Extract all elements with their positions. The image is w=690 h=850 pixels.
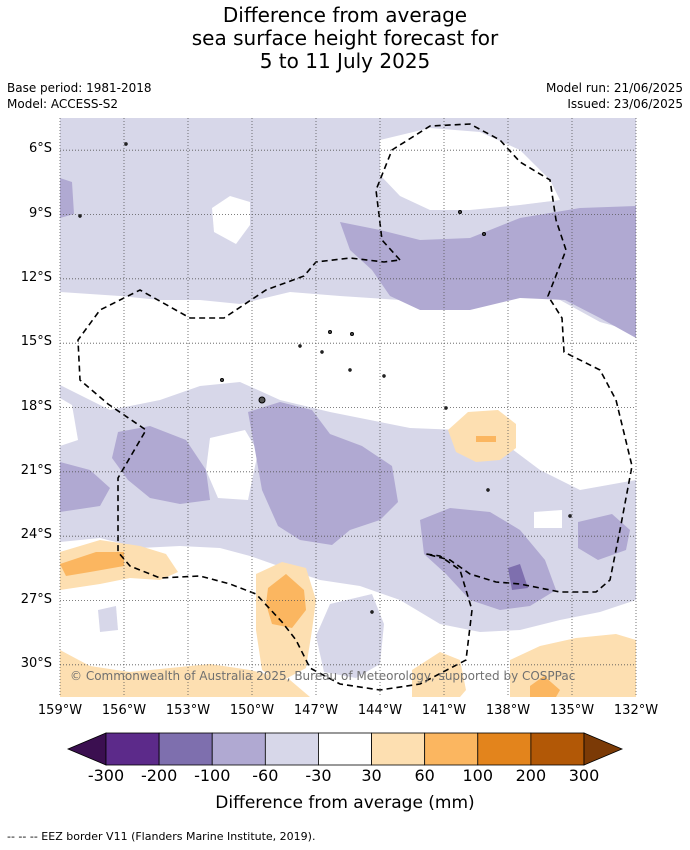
colorbar-segment	[264, 732, 319, 766]
title-line-3: 5 to 11 July 2025	[259, 49, 431, 73]
base-period: Base period: 1981-2018	[7, 81, 152, 95]
islands	[78, 142, 572, 614]
lon-tick-label: 141°W	[421, 703, 467, 718]
graticule	[59, 118, 637, 697]
issued-date: Issued: 23/06/2025	[567, 97, 683, 111]
contour-plus60-southwest	[60, 552, 124, 576]
colorbar-tick-label: 60	[414, 766, 435, 785]
lon-tick-label: 156°W	[101, 703, 147, 718]
lat-tick-label: 9°S	[28, 205, 52, 221]
colorbar-tick-label: -30	[305, 766, 332, 785]
colorbar-tick-label: 30	[361, 766, 382, 785]
contour-white-gap-2	[60, 398, 78, 446]
colorbar-segment	[318, 732, 372, 766]
lon-tick-label: 150°W	[229, 703, 275, 718]
lat-tick-label: 15°S	[20, 334, 52, 350]
colorbar-tick-label: 200	[515, 766, 547, 785]
lat-tick-label: 12°S	[20, 269, 52, 285]
colorbar-segment	[477, 732, 532, 766]
lon-tick-label: 159°W	[37, 703, 83, 718]
model-run: Model run: 21/06/2025	[545, 81, 683, 95]
contour-minus60-blob-2	[60, 462, 110, 512]
colorbar-segment	[105, 732, 160, 766]
colorbar-segment	[371, 732, 426, 766]
contour-minus30-blob-7	[316, 594, 384, 678]
contour-minus60-blob-3	[248, 402, 398, 545]
colorbar	[66, 732, 624, 766]
lon-tick-label: 135°W	[549, 703, 595, 718]
copyright-text: © Commonwealth of Australia 2025, Bureau…	[70, 669, 576, 683]
contour-plus60-east-island	[476, 436, 496, 442]
colorbar-segment	[424, 732, 479, 766]
lat-tick-label: 18°S	[20, 398, 52, 414]
contour-plus30-south-bottom	[60, 650, 310, 697]
eez-legend: -- -- -- EEZ border V11 (Flanders Marine…	[7, 830, 316, 843]
lat-tick-label: 27°S	[20, 591, 52, 607]
contour-minus60-west	[60, 178, 74, 218]
lon-tick-label: 132°W	[613, 703, 659, 718]
colorbar-title: Difference from average (mm)	[215, 793, 475, 813]
colorbar-extend-low	[66, 732, 107, 766]
contour-plus60-southeast-corner	[530, 676, 560, 697]
contour-white-islet	[212, 196, 250, 244]
colorbar-extend-high	[583, 732, 624, 766]
lon-tick-label: 144°W	[357, 703, 403, 718]
contour-white-north	[380, 128, 560, 210]
lat-tick-label: 24°S	[20, 527, 52, 543]
lon-tick-label: 147°W	[293, 703, 339, 718]
contour-minus30-blob-8	[98, 606, 118, 632]
lat-tick-label: 6°S	[28, 141, 52, 157]
colorbar-tick-label: -200	[140, 766, 178, 785]
title-line-2: sea surface height forecast for	[191, 26, 499, 50]
colorbar-segment	[158, 732, 213, 766]
colorbar-tick-label: -60	[252, 766, 279, 785]
chart-title: Difference from average sea surface heig…	[0, 4, 690, 73]
colorbar-segment	[530, 732, 585, 766]
title-line-1: Difference from average	[222, 3, 468, 27]
lat-tick-label: 30°S	[20, 655, 52, 671]
colorbar-tick-label: 100	[462, 766, 494, 785]
lat-tick-label: 21°S	[20, 462, 52, 478]
colorbar-tick-label: -300	[87, 766, 125, 785]
lon-tick-label: 138°W	[485, 703, 531, 718]
colorbar-tick-label: 300	[568, 766, 600, 785]
contour-white-small	[534, 510, 562, 528]
colorbar-tick-label: -100	[194, 766, 231, 785]
lon-tick-label: 153°W	[165, 703, 211, 718]
colorbar-segment	[211, 732, 266, 766]
model-name: Model: ACCESS-S2	[7, 97, 119, 111]
eez-border	[77, 123, 633, 691]
contour-minus100-core	[508, 564, 528, 590]
contour-white-gap	[206, 430, 258, 500]
